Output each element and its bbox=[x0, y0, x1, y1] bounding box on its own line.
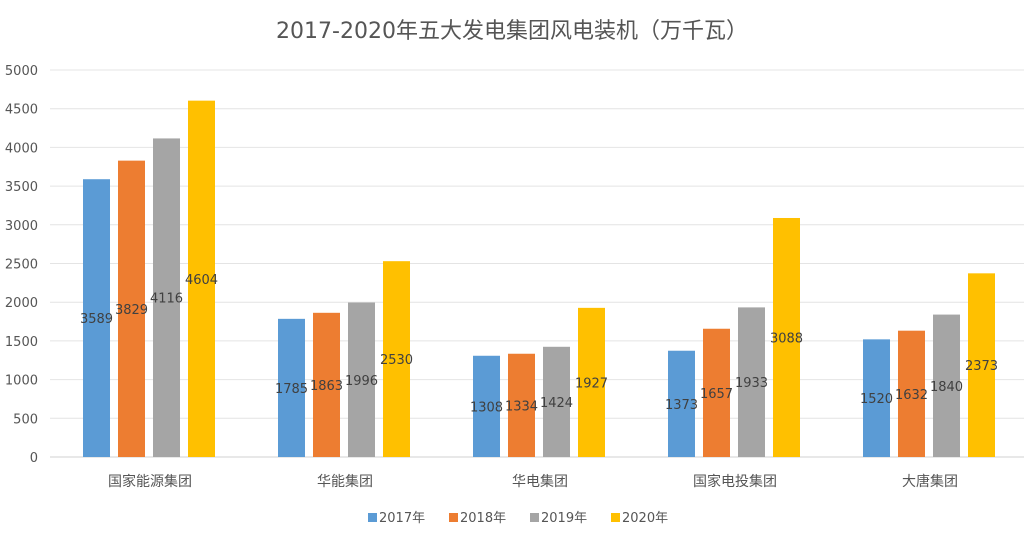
data-label: 1996 bbox=[345, 374, 378, 389]
legend-label: 2018年 bbox=[460, 511, 506, 526]
y-tick-label: 1500 bbox=[5, 335, 38, 350]
bar bbox=[383, 261, 410, 457]
bar bbox=[153, 138, 180, 457]
bar bbox=[968, 273, 995, 457]
legend-label: 2020年 bbox=[622, 511, 668, 526]
bar bbox=[118, 160, 145, 457]
x-tick-label: 华能集团 bbox=[317, 473, 373, 490]
data-label: 2373 bbox=[965, 359, 998, 374]
data-label: 1632 bbox=[895, 388, 928, 403]
data-label: 1334 bbox=[505, 399, 538, 414]
data-label: 3589 bbox=[80, 312, 113, 327]
data-label: 1863 bbox=[310, 379, 343, 394]
legend-label: 2019年 bbox=[541, 511, 587, 526]
y-tick-label: 5000 bbox=[5, 64, 38, 79]
bar bbox=[348, 302, 375, 457]
legend-swatch bbox=[530, 513, 539, 522]
data-label: 4604 bbox=[185, 273, 218, 288]
data-label: 1657 bbox=[700, 387, 733, 402]
y-tick-label: 500 bbox=[13, 412, 38, 427]
bar bbox=[278, 318, 305, 457]
legend-swatch bbox=[449, 513, 458, 522]
bar bbox=[703, 328, 730, 457]
bar bbox=[83, 179, 110, 457]
data-label: 3829 bbox=[115, 303, 148, 318]
bar bbox=[668, 350, 695, 457]
data-label: 1785 bbox=[275, 382, 308, 397]
data-label: 1933 bbox=[735, 376, 768, 391]
bar bbox=[578, 307, 605, 457]
data-label: 1927 bbox=[575, 376, 608, 391]
data-label: 1840 bbox=[930, 380, 963, 395]
bar bbox=[543, 346, 570, 457]
x-tick-label: 国家能源集团 bbox=[108, 473, 192, 490]
bar bbox=[863, 339, 890, 457]
data-label: 1520 bbox=[860, 392, 893, 407]
chart-title: 2017-2020年五大发电集团风电装机（万千瓦） bbox=[276, 19, 748, 44]
legend-swatch bbox=[611, 513, 620, 522]
bar bbox=[188, 100, 215, 458]
bar bbox=[313, 312, 340, 457]
y-tick-label: 2000 bbox=[5, 296, 38, 311]
legend-swatch bbox=[368, 513, 377, 522]
data-label: 1308 bbox=[470, 400, 503, 415]
data-label: 2530 bbox=[380, 353, 413, 368]
y-tick-label: 0 bbox=[30, 451, 38, 466]
x-tick-label: 国家电投集团 bbox=[693, 473, 777, 490]
data-label: 4116 bbox=[150, 292, 183, 307]
y-tick-label: 1000 bbox=[5, 374, 38, 389]
data-label: 3088 bbox=[770, 331, 803, 346]
bar bbox=[773, 217, 800, 457]
bar bbox=[898, 330, 925, 457]
y-tick-label: 4500 bbox=[5, 103, 38, 118]
bar bbox=[473, 355, 500, 457]
y-tick-label: 2500 bbox=[5, 258, 38, 273]
data-label: 1424 bbox=[540, 396, 573, 411]
data-label: 1373 bbox=[665, 398, 698, 413]
x-tick-label: 华电集团 bbox=[512, 473, 568, 490]
y-tick-label: 4000 bbox=[5, 141, 38, 156]
x-tick-label: 大唐集团 bbox=[902, 473, 958, 490]
bar bbox=[508, 353, 535, 457]
bar bbox=[933, 314, 960, 457]
bar bbox=[738, 307, 765, 457]
legend-label: 2017年 bbox=[379, 511, 425, 526]
y-tick-label: 3500 bbox=[5, 180, 38, 195]
y-tick-label: 3000 bbox=[5, 219, 38, 234]
